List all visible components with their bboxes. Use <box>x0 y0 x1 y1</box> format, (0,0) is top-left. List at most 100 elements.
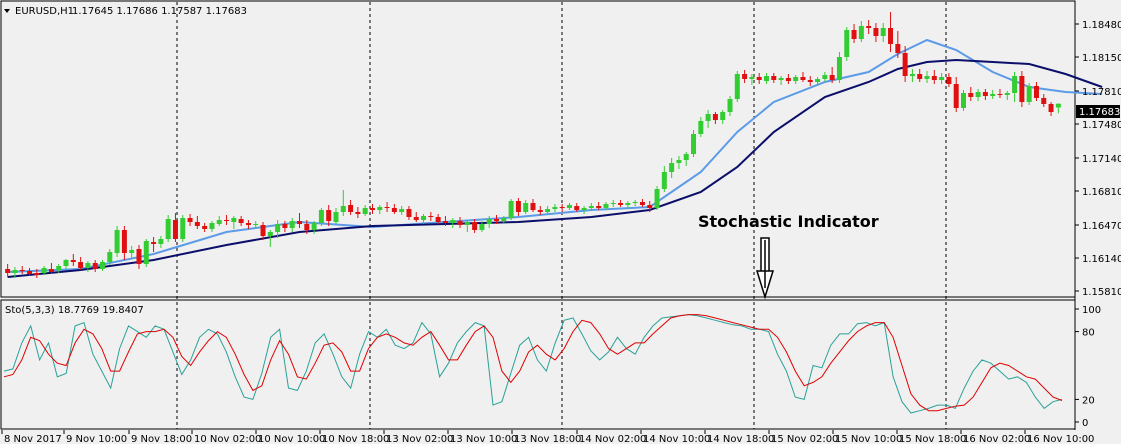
bull-candle <box>603 204 609 208</box>
bear-candle <box>136 249 142 264</box>
bull-candle <box>588 206 594 208</box>
bear-candle <box>245 223 251 225</box>
bear-candle <box>647 205 653 208</box>
current-price-badge <box>1076 105 1120 118</box>
time-tick-label: 16 Nov 02:00 <box>963 434 1030 444</box>
bear-candle <box>260 225 266 236</box>
bear-candle <box>406 209 412 217</box>
bull-candle <box>114 230 120 253</box>
stochastic-lines <box>3 314 1063 414</box>
bull-candle <box>399 209 405 212</box>
time-tick-label: 10 Nov 18:00 <box>322 434 389 444</box>
bear-candle <box>596 206 602 208</box>
bull-candle <box>275 224 281 232</box>
bull-candle <box>880 28 886 36</box>
bull-candle <box>464 222 470 225</box>
bear-candle <box>1048 104 1054 112</box>
time-tick-label: 14 Nov 02:00 <box>579 434 646 444</box>
bull-candle <box>377 207 383 210</box>
bull-candle <box>1055 103 1061 108</box>
bear-candle <box>982 92 988 96</box>
bull-candle <box>421 216 427 220</box>
bear-candle <box>224 220 230 221</box>
bear-candle <box>530 203 536 210</box>
bull-candle <box>975 92 981 97</box>
bear-candle <box>384 207 390 208</box>
bear-candle <box>304 224 310 230</box>
price-axis-ticks: 1.18480 1.18150 1.17810 1.17480 1.17140 1.168… <box>1075 20 1121 298</box>
stochastic-panel[interactable] <box>0 299 1076 430</box>
bear-candle <box>515 201 521 212</box>
bull-candle <box>924 76 930 79</box>
stochastic-axis-ticks: 100 80 20 0 <box>1075 305 1101 429</box>
bear-candle <box>435 217 441 222</box>
bear-candle <box>413 217 419 220</box>
bear-candle <box>997 94 1003 95</box>
bull-candle <box>566 205 572 208</box>
bull-candle <box>610 203 616 204</box>
bull-candle <box>450 220 456 223</box>
bear-candle <box>1041 98 1047 104</box>
bear-candle <box>442 221 448 223</box>
bear-candle <box>917 74 923 79</box>
bear-candle <box>202 226 208 229</box>
bear-candle <box>70 260 76 262</box>
bear-candle <box>639 202 645 205</box>
bear-candle <box>807 80 813 82</box>
bear-candle <box>78 262 84 268</box>
price-tick-label: 1.15810 <box>1082 287 1121 298</box>
dropdown-triangle-icon[interactable] <box>4 9 10 13</box>
bear-candle <box>800 77 806 80</box>
bear-candle <box>151 242 157 244</box>
bull-candle <box>501 218 507 221</box>
bull-candle <box>990 94 996 96</box>
bear-candle <box>348 205 354 212</box>
bear-candle <box>873 28 879 36</box>
bull-candle <box>1026 86 1032 102</box>
stochastic-tick-label: 0 <box>1082 418 1088 429</box>
ohlc-label: 1.17645 1.17686 1.17587 1.17683 <box>72 6 247 17</box>
bear-candle <box>785 78 791 81</box>
bull-candle <box>844 30 850 57</box>
bear-candle <box>494 219 500 221</box>
bear-candle <box>618 203 624 205</box>
bull-candle <box>793 77 799 81</box>
bull-candle <box>41 268 47 273</box>
bear-candle <box>851 30 857 39</box>
bull-candle <box>253 224 259 225</box>
bull-candle <box>705 114 711 121</box>
bull-candle <box>479 224 485 230</box>
bull-candle <box>486 219 492 224</box>
time-tick-label: 10 Nov 10:00 <box>258 434 325 444</box>
bear-candle <box>19 270 25 271</box>
time-tick-label: 8 Nov 2017 <box>4 434 62 444</box>
bear-candle <box>282 224 288 228</box>
time-axis: 8 Nov 2017 9 Nov 10:00 9 Nov 18:00 10 Nov 0… <box>1 430 1094 444</box>
bull-candle <box>654 189 660 208</box>
bear-candle <box>428 216 434 217</box>
bear-candle <box>391 208 397 212</box>
bull-candle <box>1004 93 1010 95</box>
bull-candle <box>727 99 733 112</box>
bull-candle <box>545 209 551 212</box>
price-tick-label: 1.17480 <box>1082 120 1121 131</box>
bull-candle <box>362 208 368 214</box>
price-tick-label: 1.17140 <box>1082 154 1121 165</box>
bull-candle <box>523 203 529 212</box>
bear-candle <box>866 26 872 28</box>
time-tick-label: 16 Nov 10:00 <box>1027 434 1094 444</box>
bull-candle <box>143 241 149 264</box>
bull-candle <box>734 74 740 99</box>
symbol-label: EURUSD,H1 <box>15 6 74 17</box>
bull-candle <box>12 270 18 273</box>
time-tick-label: 15 Nov 10:00 <box>835 434 902 444</box>
bull-candle <box>836 57 842 80</box>
bull-candle <box>632 202 638 203</box>
bear-candle <box>297 221 303 224</box>
candles <box>5 12 1061 278</box>
bear-candle <box>931 76 937 80</box>
bull-candle <box>508 201 514 218</box>
bull-candle <box>267 232 273 236</box>
bull-candle <box>129 250 135 253</box>
bear-candle <box>238 219 244 223</box>
